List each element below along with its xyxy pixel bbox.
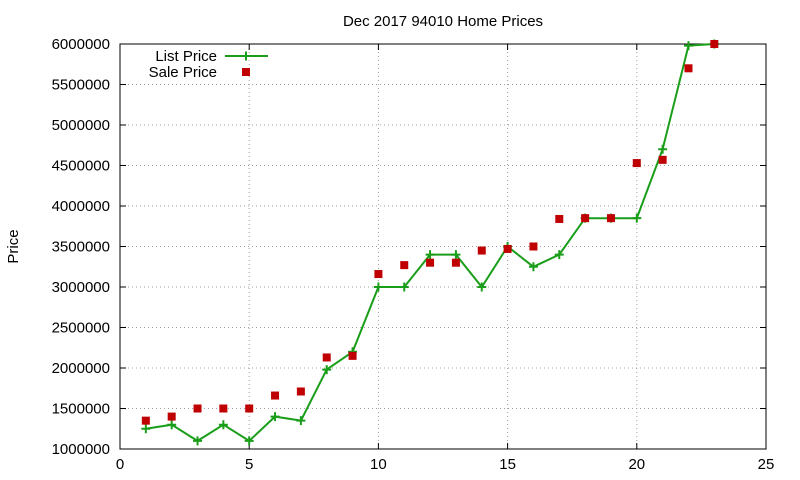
sale-price-point [400, 261, 409, 270]
sale-price-point [451, 258, 460, 267]
list-price-point [477, 282, 487, 292]
y-tick-label: 1500000 [52, 401, 110, 418]
list-price-point [425, 250, 435, 260]
y-tick-label: 4000000 [52, 198, 110, 215]
y-tick-label: 1000000 [52, 441, 110, 458]
list-price-point [296, 416, 306, 426]
sale-price-point [141, 416, 150, 425]
sale-price-point [555, 214, 564, 223]
sale-price-point [606, 214, 615, 223]
x-tick-label: 10 [370, 456, 387, 473]
sale-price-point [245, 404, 254, 413]
sale-price-point [374, 270, 383, 279]
list-price-point [632, 213, 642, 223]
x-tick-label: 5 [245, 456, 253, 473]
sale-price-point [296, 387, 305, 396]
list-price-point [322, 365, 332, 375]
sale-price-point [322, 353, 331, 362]
list-price-point [554, 250, 564, 260]
x-tick-label: 0 [116, 456, 124, 473]
sale-price-point [271, 391, 280, 400]
y-tick-label: 6000000 [52, 36, 110, 53]
legend-sale-price-label: Sale Price [149, 64, 217, 81]
sale-price-point [710, 40, 719, 48]
list-price-line [145, 43, 715, 443]
sale-price-point [477, 246, 486, 255]
grid-layer [120, 44, 766, 449]
tick-layer: 0 5 10 15 20 25 1000000 1500000 2000000 2500000 30… [52, 36, 775, 473]
series-layer [141, 39, 719, 446]
chart-title: Dec 2017 94010 Home Prices [343, 13, 543, 30]
y-tick-label: 5000000 [52, 117, 110, 134]
y-tick-label: 2500000 [52, 320, 110, 337]
y-tick-label: 3500000 [52, 239, 110, 256]
sale-price-point [632, 159, 641, 168]
list-price-point [658, 144, 668, 154]
list-price-point [270, 412, 280, 422]
list-price-point [451, 250, 461, 260]
legend-sale-price-marker [242, 68, 250, 76]
sale-price-point [529, 242, 538, 251]
sale-price-point [658, 155, 667, 164]
legend: List Price Sale Price [149, 48, 268, 81]
list-price-point [399, 282, 409, 292]
sale-price-point [684, 64, 693, 73]
list-price-point [683, 41, 693, 51]
x-tick-label: 20 [628, 456, 645, 473]
sale-price-point [581, 214, 590, 223]
x-tick-label: 15 [499, 456, 516, 473]
sale-price-point [426, 258, 435, 267]
y-tick-label: 3000000 [52, 279, 110, 296]
sale-price-point [503, 244, 512, 253]
sale-price-point [219, 404, 228, 413]
list-price-point [218, 420, 228, 430]
legend-list-price-label: List Price [155, 48, 217, 65]
list-price-point [193, 436, 203, 446]
list-price-point [373, 282, 383, 292]
sale-price-point [167, 412, 176, 421]
legend-list-price-marker [241, 51, 251, 61]
x-tick-label: 25 [758, 456, 775, 473]
y-tick-label: 5500000 [52, 77, 110, 94]
list-price-point [141, 424, 151, 434]
sale-price-point [348, 351, 357, 360]
y-tick-label: 4500000 [52, 158, 110, 175]
sale-price-point [193, 404, 202, 413]
y-tick-label: 2000000 [52, 360, 110, 377]
list-price-point [244, 436, 254, 446]
y-axis-label: Price [5, 229, 22, 263]
list-price-point [167, 420, 177, 430]
list-price-point [528, 262, 538, 272]
